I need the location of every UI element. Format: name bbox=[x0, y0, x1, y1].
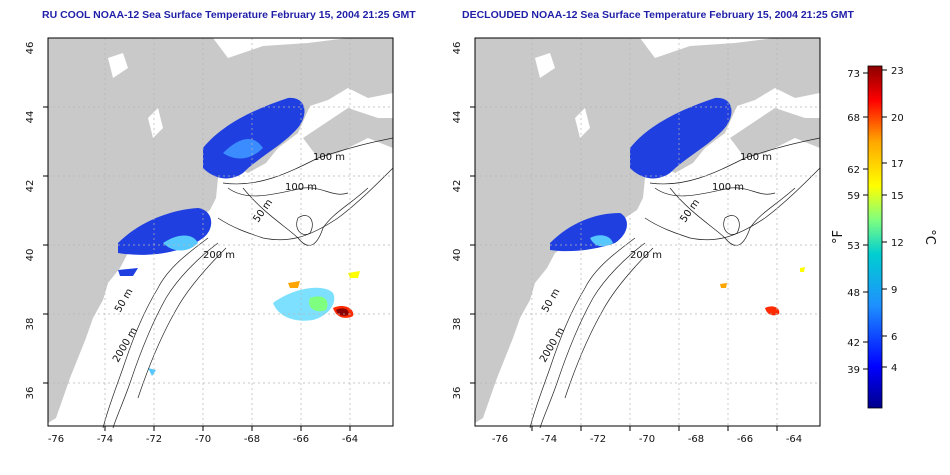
colorbar: 73 68 62 59 53 48 42 39 23 20 17 15 12 9… bbox=[831, 65, 937, 409]
colorbar-celsius-label: °C bbox=[922, 229, 937, 245]
left-lon-tick: -70 bbox=[195, 434, 211, 445]
right-lat-tick: 36 bbox=[452, 387, 463, 400]
right-contour-label-200m: 200 m bbox=[630, 250, 662, 261]
colorbar-f-tick: 42 bbox=[847, 338, 860, 349]
right-lat-tick: 42 bbox=[452, 180, 463, 193]
left-lat-tick: 38 bbox=[25, 318, 36, 331]
left-sst-field bbox=[118, 97, 360, 376]
colorbar-c-tick: 23 bbox=[891, 66, 904, 77]
left-lat-tick: 46 bbox=[25, 42, 36, 55]
right-lat-tick: 38 bbox=[452, 318, 463, 331]
colorbar-f-tick: 62 bbox=[847, 165, 860, 176]
right-sst-field bbox=[550, 97, 805, 316]
left-map-frame bbox=[47, 37, 394, 427]
left-lon-tick: -64 bbox=[342, 434, 358, 445]
right-contour-label-100m-a: 100 m bbox=[740, 152, 772, 163]
colorbar-c-tick: 9 bbox=[891, 285, 897, 296]
right-map-title: DECLOUDED NOAA-12 Sea Surface Temperatur… bbox=[462, 9, 854, 21]
right-axes: -76 -74 -72 -70 -68 -66 -64 46 44 42 40 … bbox=[452, 42, 802, 445]
right-lon-tick: -66 bbox=[737, 434, 753, 445]
right-lon-tick: -74 bbox=[541, 434, 557, 445]
left-map: 100 m 100 m 50 m 200 m 50 m 2000 m bbox=[47, 37, 394, 429]
colorbar-f-tick: 53 bbox=[847, 241, 860, 252]
right-lon-tick: -64 bbox=[786, 434, 802, 445]
left-lon-tick: -74 bbox=[97, 434, 113, 445]
colorbar-c-tick: 6 bbox=[891, 332, 897, 343]
colorbar-c-tick: 17 bbox=[891, 159, 904, 170]
left-contour-label-100m-a: 100 m bbox=[313, 152, 345, 163]
left-map-title: RU COOL NOAA-12 Sea Surface Temperature … bbox=[42, 9, 416, 21]
left-lat-tick: 40 bbox=[25, 249, 36, 262]
left-lon-tick: -72 bbox=[146, 434, 162, 445]
colorbar-c-tick: 4 bbox=[891, 363, 897, 374]
colorbar-f-tick: 73 bbox=[847, 69, 860, 80]
right-lon-tick: -68 bbox=[688, 434, 704, 445]
colorbar-c-tick: 12 bbox=[891, 238, 904, 249]
right-lon-tick: -76 bbox=[492, 434, 508, 445]
left-contour-label-200m: 200 m bbox=[203, 250, 235, 261]
left-lat-tick: 44 bbox=[25, 111, 36, 124]
left-lon-tick: -68 bbox=[244, 434, 260, 445]
right-contour-label-100m-b: 100 m bbox=[712, 182, 744, 193]
colorbar-fahrenheit-label: °F bbox=[831, 230, 846, 244]
right-map-frame bbox=[474, 37, 821, 427]
right-lat-tick: 46 bbox=[452, 42, 463, 55]
colorbar-f-tick: 59 bbox=[847, 191, 860, 202]
colorbar-c-tick: 20 bbox=[891, 113, 904, 124]
left-contour-label-100m-b: 100 m bbox=[285, 182, 317, 193]
left-axes: -76 -74 -72 -70 -68 -66 -64 46 44 42 40 … bbox=[25, 42, 358, 445]
left-lon-tick: -66 bbox=[293, 434, 309, 445]
colorbar-gradient bbox=[867, 65, 883, 409]
left-lat-tick: 36 bbox=[25, 387, 36, 400]
left-lat-tick: 42 bbox=[25, 180, 36, 193]
colorbar-f-tick: 48 bbox=[847, 288, 860, 299]
right-lat-tick: 40 bbox=[452, 249, 463, 262]
right-lat-tick: 44 bbox=[452, 111, 463, 124]
colorbar-f-tick: 39 bbox=[847, 365, 860, 376]
right-lon-tick: -72 bbox=[590, 434, 606, 445]
right-map: 100 m 100 m 50 m 200 m 50 m 2000 m bbox=[474, 37, 821, 429]
left-lon-tick: -76 bbox=[48, 434, 64, 445]
colorbar-c-tick: 15 bbox=[891, 191, 904, 202]
colorbar-f-tick: 68 bbox=[847, 113, 860, 124]
right-lon-tick: -70 bbox=[639, 434, 655, 445]
